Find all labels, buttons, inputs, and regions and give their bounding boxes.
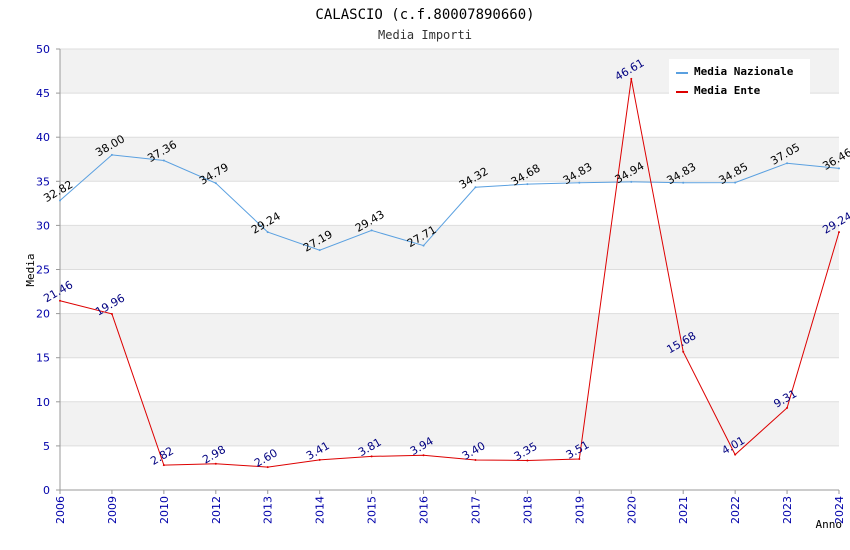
data-point (734, 181, 737, 184)
x-tick-label: 2023 (781, 496, 794, 524)
legend-label-nazionale: Media Nazionale (694, 65, 794, 78)
series-lines (59, 77, 840, 469)
y-tick-label: 10 (36, 396, 50, 409)
x-tick-label: 2009 (106, 496, 119, 524)
y-tick-label: 20 (36, 308, 50, 321)
x-tick-label: 2021 (677, 496, 690, 524)
data-point (474, 186, 477, 189)
x-tick-label: 2017 (469, 496, 482, 524)
x-tick-label: 2019 (573, 496, 586, 524)
x-tick-label: 2013 (262, 496, 275, 524)
y-tick-label: 45 (36, 87, 50, 100)
x-tick-label: 2020 (625, 496, 638, 524)
data-point (110, 153, 113, 156)
grid-band (60, 357, 839, 402)
x-tick-label: 2016 (418, 496, 431, 524)
y-axis-ticks: 0 5 10 15 20 25 30 35 40 45 50 (36, 43, 60, 497)
data-point (422, 244, 425, 247)
legend-box (669, 59, 810, 97)
grid-band (60, 137, 839, 182)
data-point (214, 182, 217, 185)
grid-band (60, 93, 839, 138)
data-point (682, 181, 685, 184)
y-tick-label: 25 (36, 264, 50, 277)
y-tick-label: 50 (36, 43, 50, 56)
grid-band (60, 181, 839, 226)
grid-band (60, 225, 839, 270)
grid-band (60, 445, 839, 490)
y-tick-label: 30 (36, 219, 50, 232)
x-axis-label: Anno (816, 518, 843, 531)
data-point (422, 454, 425, 457)
data-point (318, 249, 321, 252)
chart-title: CALASCIO (c.f.80007890660) (315, 7, 534, 23)
data-point (630, 77, 633, 80)
x-axis-ticks: 2006 2009 2010 2012 2013 2014 2015 2016 2017 2018… (54, 490, 846, 524)
legend: Media Nazionale Media Ente (669, 59, 810, 97)
data-point (682, 350, 685, 353)
chart-subtitle: Media Importi (378, 28, 472, 42)
x-tick-label: 2018 (521, 496, 534, 524)
legend-label-ente: Media Ente (694, 84, 761, 97)
data-point (162, 464, 165, 467)
data-point (526, 183, 529, 186)
x-tick-label: 2022 (729, 496, 742, 524)
data-point (838, 231, 840, 234)
x-tick-label: 2010 (158, 496, 171, 524)
data-point (630, 180, 633, 183)
data-point (370, 229, 373, 232)
y-tick-label: 15 (36, 352, 50, 365)
data-point (786, 406, 789, 409)
data-point (214, 462, 217, 465)
data-point (786, 162, 789, 165)
data-point (59, 199, 61, 202)
data-point (838, 167, 840, 170)
data-point (526, 459, 529, 462)
grid-band (60, 269, 839, 314)
x-tick-label: 2014 (314, 496, 327, 524)
data-point (578, 181, 581, 184)
grid-band (60, 313, 839, 358)
data-point (370, 455, 373, 458)
x-tick-label: 2024 (833, 496, 846, 524)
data-point (318, 458, 321, 461)
data-point (266, 466, 269, 469)
data-point (474, 459, 477, 462)
data-point (734, 453, 737, 456)
x-tick-label: 2012 (210, 496, 223, 524)
x-tick-label: 2015 (366, 496, 379, 524)
data-point (266, 231, 269, 234)
data-point (59, 299, 61, 302)
data-point (162, 159, 165, 162)
x-tick-label: 2006 (54, 496, 67, 524)
y-tick-label: 0 (43, 484, 50, 497)
y-axis-label: Media (24, 253, 37, 286)
background-bands (60, 49, 839, 490)
series-line-nazionale (59, 154, 840, 251)
data-point (578, 458, 581, 461)
y-tick-label: 5 (43, 440, 50, 453)
grid-band (60, 401, 839, 446)
data-point (110, 312, 113, 315)
y-tick-label: 40 (36, 131, 50, 144)
series-line-ente (59, 78, 840, 468)
y-tick-label: 35 (36, 175, 50, 188)
